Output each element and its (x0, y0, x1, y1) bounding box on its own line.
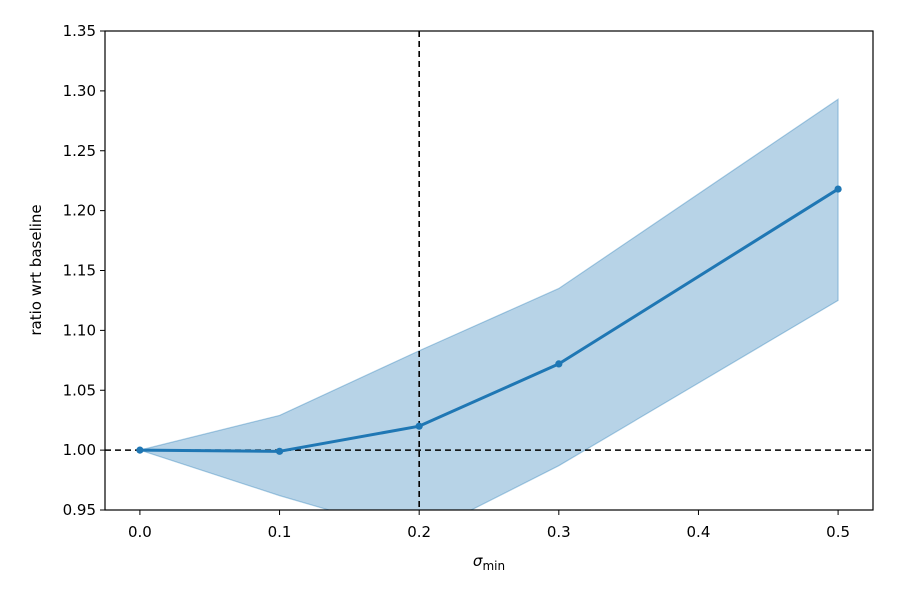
data-point (834, 185, 842, 193)
y-tick-label: 1.10 (63, 321, 96, 339)
y-tick-label: 0.95 (63, 501, 96, 519)
x-tick-label: 0.0 (128, 523, 152, 541)
y-tick-label: 1.30 (63, 82, 96, 100)
x-tick-label: 0.2 (407, 523, 431, 541)
x-axis-label-symbol: σ (473, 552, 483, 570)
data-point (415, 422, 423, 430)
x-tick-label: 0.3 (547, 523, 571, 541)
y-tick-label: 1.20 (63, 202, 96, 220)
y-tick-label: 1.15 (63, 262, 96, 280)
data-point (555, 360, 563, 368)
y-tick-label: 1.00 (63, 441, 96, 459)
y-axis-label: ratio wrt baseline (27, 204, 45, 335)
y-tick-label: 1.35 (63, 22, 96, 40)
x-tick-label: 0.5 (826, 523, 850, 541)
y-tick-label: 1.05 (63, 381, 96, 399)
x-axis-label-subscript: min (482, 559, 505, 573)
y-tick-label: 1.25 (63, 142, 96, 160)
x-tick-label: 0.4 (687, 523, 711, 541)
x-axis-label: σmin (473, 552, 505, 573)
x-tick-label: 0.1 (268, 523, 292, 541)
data-point (136, 446, 144, 454)
confidence-band (137, 98, 839, 510)
data-point (275, 447, 284, 455)
